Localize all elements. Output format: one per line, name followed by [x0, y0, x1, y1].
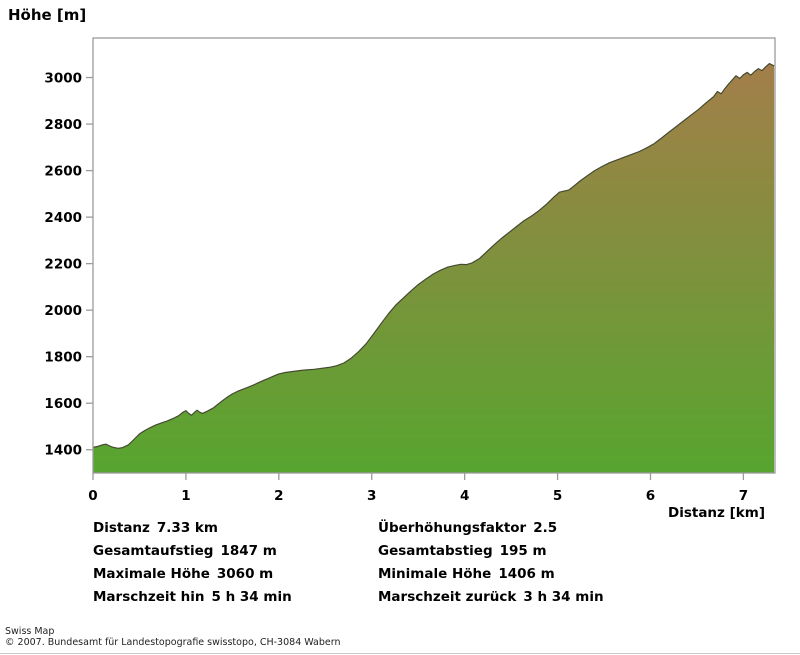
y-tick-label: 3000	[44, 70, 82, 86]
stat-label: Gesamtabstieg	[378, 543, 493, 559]
x-tick-label: 2	[274, 488, 283, 504]
footer-copyright: © 2007. Bundesamt für Landestopografie s…	[5, 637, 341, 648]
stat-label: Maximale Höhe	[93, 566, 210, 582]
profile-outline	[92, 63, 775, 449]
y-tick-label: 2000	[44, 303, 82, 319]
x-tick-label: 3	[367, 488, 376, 504]
bottom-divider	[0, 653, 800, 654]
stat-label: Überhöhungsfaktor	[378, 520, 527, 536]
stat-marschzeit-zurueck: Marschzeit zurück 3 h 34 min	[378, 586, 604, 609]
footer-app-name: Swiss Map	[5, 626, 55, 637]
stat-ueberhoehungsfaktor: Überhöhungsfaktor 2.5	[378, 517, 604, 540]
stat-label: Gesamtaufstieg	[93, 543, 214, 559]
x-tick-label: 0	[88, 488, 97, 504]
stat-value: 3060 m	[216, 566, 274, 582]
stat-value: 3 h 34 min	[523, 589, 604, 605]
x-tick-label: 1	[181, 488, 190, 504]
y-tick-label: 2800	[44, 117, 82, 133]
stat-gesamtaufstieg: Gesamtaufstieg 1847 m	[93, 540, 292, 563]
stat-label: Distanz	[93, 520, 150, 536]
plot-frame	[92, 37, 776, 474]
x-tick-label: 5	[553, 488, 562, 504]
stats-column-right: Überhöhungsfaktor 2.5 Gesamtabstieg 195 m …	[378, 517, 604, 609]
stat-marschzeit-hin: Marschzeit hin 5 h 34 min	[93, 586, 292, 609]
stat-label: Marschzeit zurück	[378, 589, 517, 605]
stats-column-left: Distanz 7.33 km Gesamtaufstieg 1847 m Maxi…	[93, 517, 292, 609]
x-tick-label: 7	[739, 488, 748, 504]
stat-label: Minimale Höhe	[378, 566, 492, 582]
stat-value: 2.5	[533, 520, 558, 536]
x-axis-title: Distanz [km]	[668, 505, 765, 521]
y-tick-label: 1400	[44, 443, 82, 459]
y-tick-label: 2200	[44, 256, 82, 272]
stat-gesamtabstieg: Gesamtabstieg 195 m	[378, 540, 604, 563]
stat-value: 7.33 km	[156, 520, 218, 536]
stat-value: 1847 m	[220, 543, 277, 559]
x-tick-label: 6	[646, 488, 655, 504]
stat-distanz: Distanz 7.33 km	[93, 517, 292, 540]
stat-minimale-hoehe: Minimale Höhe 1406 m	[378, 563, 604, 586]
y-tick-label: 1800	[44, 349, 82, 365]
stat-maximale-hoehe: Maximale Höhe 3060 m	[93, 563, 292, 586]
y-tick-label: 2600	[44, 163, 82, 179]
stat-label: Marschzeit hin	[93, 589, 205, 605]
stat-value: 5 h 34 min	[211, 589, 292, 605]
y-tick-label: 1600	[44, 396, 82, 412]
x-tick-label: 4	[460, 488, 469, 504]
y-axis-title: Höhe [m]	[8, 6, 87, 24]
stat-value: 195 m	[499, 543, 547, 559]
y-tick-label: 2400	[44, 210, 82, 226]
stat-value: 1406 m	[498, 566, 555, 582]
